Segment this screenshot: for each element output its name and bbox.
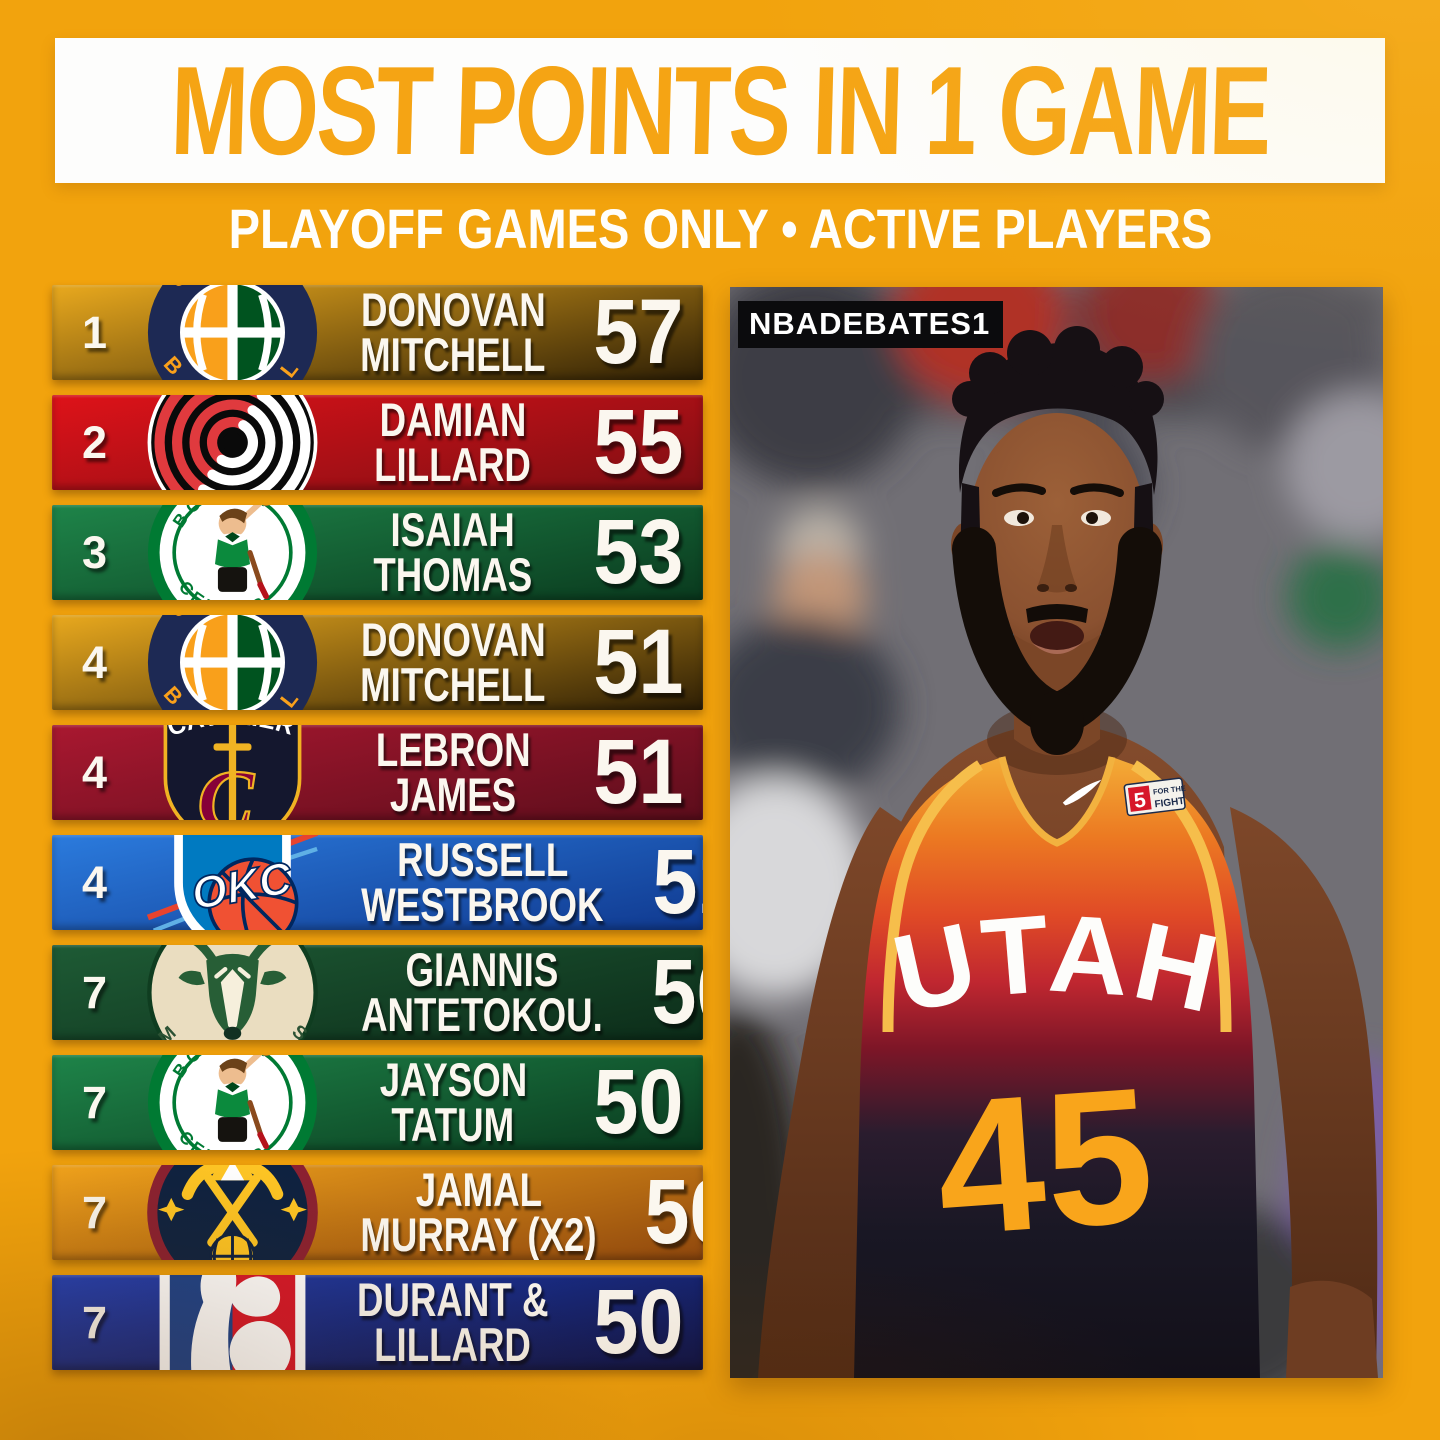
player-name-line2: TATUM bbox=[391, 1097, 515, 1150]
points-value: 53 bbox=[593, 505, 684, 600]
points-value: 50 bbox=[644, 1165, 703, 1260]
player-figure: 5 FOR THE FIGHT UTAH 45 bbox=[758, 326, 1378, 1378]
team-logo-box bbox=[137, 505, 327, 600]
player-name: DONOVAN MITCHELL bbox=[327, 615, 579, 710]
player-name-line1: JAYSON bbox=[379, 1055, 527, 1106]
player-name-line1: DURANT & bbox=[357, 1275, 549, 1326]
player-name: JAYSON TATUM bbox=[327, 1055, 579, 1150]
list-item-celtics: 7 JAYSON TATUM 50 bbox=[52, 1055, 703, 1150]
player-name-line2: LILLARD bbox=[374, 437, 532, 490]
player-name-line1: ISAIAH bbox=[390, 505, 516, 556]
player-photo: 5 FOR THE FIGHT UTAH 45 bbox=[730, 287, 1383, 1378]
points-value: 50 bbox=[593, 1055, 684, 1150]
player-name-line1: LEBRON bbox=[375, 725, 531, 776]
player-name: JAMAL MURRAY (X2) bbox=[327, 1165, 630, 1260]
jersey-number-text: 45 bbox=[930, 1046, 1159, 1275]
player-left-arm bbox=[1230, 807, 1378, 1378]
list-item-jazz: 1 DONOVAN MITCHELL 57 bbox=[52, 285, 703, 380]
player-name: DURANT & LILLARD bbox=[327, 1275, 579, 1370]
rank-number: 4 bbox=[81, 746, 108, 798]
points-value: 50 bbox=[651, 945, 703, 1040]
title-banner: MOST POINTS IN 1 GAME bbox=[55, 38, 1385, 183]
player-name: GIANNIS ANTETOKOU. bbox=[327, 945, 637, 1040]
rank-number: 7 bbox=[81, 1076, 108, 1128]
list-item-blazers: 2 DAMIAN LILLARD 55 bbox=[52, 395, 703, 490]
svg-text:5: 5 bbox=[1133, 789, 1148, 813]
team-logo-box bbox=[137, 285, 327, 380]
rank-number: 3 bbox=[81, 526, 108, 578]
player-name-line1: DONOVAN bbox=[360, 615, 546, 666]
player-name-line2: MITCHELL bbox=[360, 327, 546, 380]
rank-number: 4 bbox=[81, 636, 108, 688]
list-item-nuggets: 7 JAMAL MURRAY (X2) 50 bbox=[52, 1165, 703, 1260]
player-name-line2: MITCHELL bbox=[360, 657, 546, 710]
player-name-line1: JAMAL bbox=[415, 1165, 542, 1216]
player-name: DONOVAN MITCHELL bbox=[327, 285, 579, 380]
celtics-team-logo bbox=[145, 1055, 320, 1150]
player-name-line2: JAMES bbox=[389, 767, 517, 820]
player-name-line2: THOMAS bbox=[373, 547, 533, 600]
list-item-bucks: 7 GIANNIS ANTETOKOU. 50 bbox=[52, 945, 703, 1040]
player-name: LEBRON JAMES bbox=[327, 725, 579, 820]
list-item-cavs: 4 LEBRON JAMES 51 bbox=[52, 725, 703, 820]
team-logo-box bbox=[137, 835, 327, 930]
svg-text:FOR THE: FOR THE bbox=[1153, 784, 1187, 797]
ranking-list: 1 DONOVAN MITCHELL 57 2 DAMIAN LILLARD 5… bbox=[52, 285, 703, 1370]
jersey-team-text: UTAH bbox=[883, 892, 1231, 1037]
points-value: 51 bbox=[652, 835, 703, 930]
list-item-jazz: 4 DONOVAN MITCHELL 51 bbox=[52, 615, 703, 710]
page-title: MOST POINTS IN 1 GAME bbox=[169, 40, 1271, 181]
rank-number: 1 bbox=[81, 306, 108, 358]
jazz-team-logo bbox=[145, 615, 320, 710]
five-for-the-fight-patch: 5 FOR THE FIGHT bbox=[1123, 777, 1187, 817]
player-head bbox=[951, 326, 1164, 756]
points-value: 51 bbox=[593, 615, 684, 710]
team-logo-box bbox=[137, 615, 327, 710]
bucks-team-logo bbox=[145, 945, 320, 1040]
nba-team-logo bbox=[145, 1275, 320, 1370]
cavs-team-logo bbox=[145, 725, 320, 820]
team-logo-box bbox=[137, 1165, 327, 1260]
player-name-line2: WESTBROOK bbox=[361, 877, 604, 930]
points-value: 55 bbox=[593, 395, 684, 490]
jersey bbox=[854, 757, 1260, 1378]
nuggets-team-logo bbox=[145, 1165, 320, 1260]
team-logo-box bbox=[137, 1275, 327, 1370]
player-name: DAMIAN LILLARD bbox=[327, 395, 579, 490]
svg-text:FIGHT: FIGHT bbox=[1154, 796, 1185, 811]
team-logo-box bbox=[137, 945, 327, 1040]
list-item-nba: 7 DURANT & LILLARD 50 bbox=[52, 1275, 703, 1370]
rank-number: 7 bbox=[81, 1186, 108, 1238]
okc-team-logo bbox=[145, 835, 320, 930]
team-logo-box bbox=[137, 395, 327, 490]
points-value: 50 bbox=[593, 1275, 684, 1370]
rank-number: 7 bbox=[81, 1296, 108, 1348]
jazz-team-logo bbox=[145, 285, 320, 380]
points-value: 51 bbox=[593, 725, 684, 820]
team-logo-box bbox=[137, 1055, 327, 1150]
watermark-label: NBADEBATES1 bbox=[738, 301, 1004, 348]
list-item-okc: 4 RUSSELL WESTBROOK 51 bbox=[52, 835, 703, 930]
player-name-line2: MURRAY (X2) bbox=[360, 1207, 597, 1260]
page-subtitle: PLAYOFF GAMES ONLY • ACTIVE PLAYERS bbox=[228, 196, 1212, 260]
subtitle-row: PLAYOFF GAMES ONLY • ACTIVE PLAYERS bbox=[0, 196, 1440, 260]
blazers-team-logo bbox=[145, 395, 320, 490]
celtics-team-logo bbox=[145, 505, 320, 600]
player-name-line1: DAMIAN bbox=[379, 395, 527, 446]
rank-number: 7 bbox=[81, 966, 108, 1018]
points-value: 57 bbox=[593, 285, 684, 380]
player-name-line2: ANTETOKOU. bbox=[361, 987, 603, 1040]
player-name-line1: RUSSELL bbox=[396, 835, 568, 886]
rank-number: 2 bbox=[81, 416, 108, 468]
player-name-line1: DONOVAN bbox=[360, 285, 546, 336]
team-logo-box bbox=[137, 725, 327, 820]
player-name-line1: GIANNIS bbox=[405, 945, 559, 996]
rank-number: 4 bbox=[81, 856, 108, 908]
player-name: ISAIAH THOMAS bbox=[327, 505, 579, 600]
list-item-celtics: 3 ISAIAH THOMAS 53 bbox=[52, 505, 703, 600]
nike-swoosh-icon bbox=[1062, 779, 1102, 806]
player-name: RUSSELL WESTBROOK bbox=[327, 835, 638, 930]
player-name-line2: LILLARD bbox=[374, 1317, 532, 1370]
